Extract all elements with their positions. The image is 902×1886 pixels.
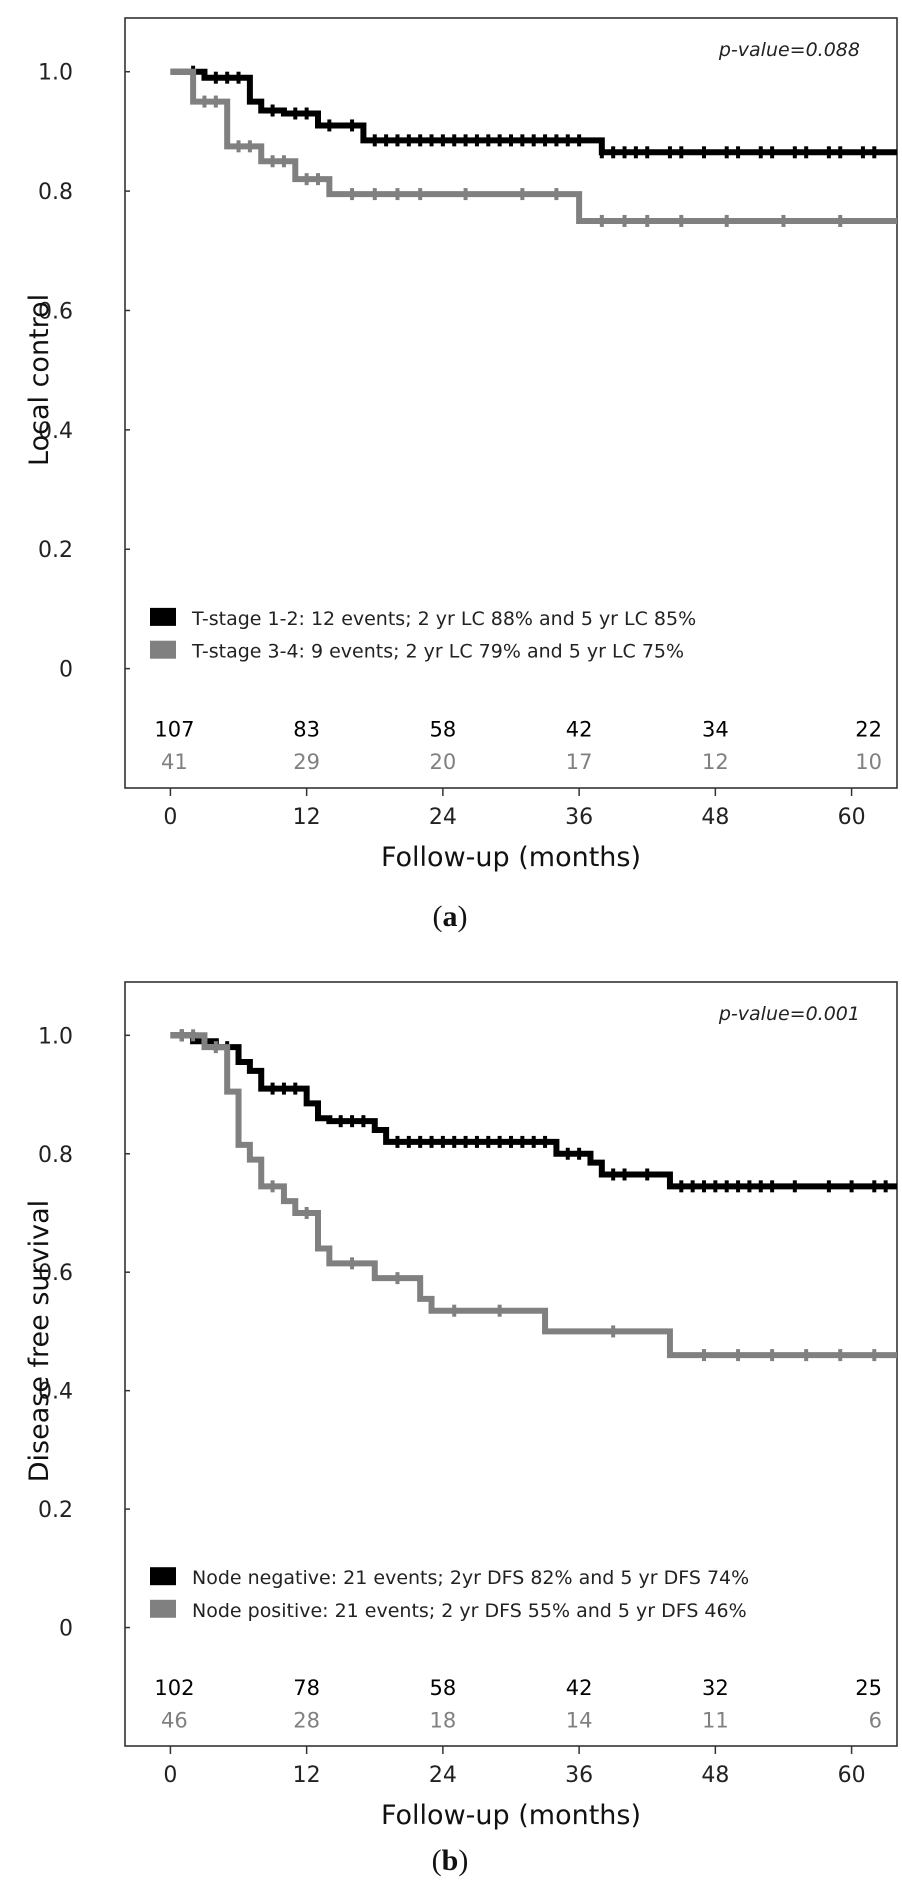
x-tick-label: 36 xyxy=(565,1763,593,1788)
legend-label: Node negative: 21 events; 2yr DFS 82% an… xyxy=(192,1567,749,1589)
risk-count: 107 xyxy=(154,717,194,741)
y-tick-label: 0.8 xyxy=(38,180,73,205)
panel-letter: a xyxy=(443,900,458,933)
risk-count: 17 xyxy=(566,750,593,774)
chart-panel-b: 0 12 24 36 48 60 1.0 0.8 0.6 0.4 0.2 0 Follow-up (mo… xyxy=(24,981,898,1877)
x-tick-label: 24 xyxy=(429,805,457,830)
chart-panel-a: 0 12 24 36 48 60 1.0 0.8 0.6 0.4 0.2 0 Follow-up (mo… xyxy=(24,17,898,933)
risk-count: 102 xyxy=(154,1676,194,1700)
legend-label: T-stage 3-4: 9 events; 2 yr LC 79% and 5… xyxy=(191,641,684,663)
risk-count: 22 xyxy=(855,717,882,741)
y-tick-label: 0 xyxy=(59,1617,73,1642)
x-tick-label: 48 xyxy=(701,805,729,830)
legend-swatch xyxy=(150,1567,176,1586)
series-2 xyxy=(170,1029,897,1362)
risk-count: 18 xyxy=(430,1708,457,1732)
risk-count: 29 xyxy=(293,750,320,774)
x-tick-label: 60 xyxy=(838,1763,866,1788)
legend-label: Node positive: 21 events; 2 yr DFS 55% a… xyxy=(192,1600,747,1622)
x-tick-label: 12 xyxy=(293,1763,321,1788)
risk-count: 14 xyxy=(566,1708,593,1732)
y-tick-label: 0.6 xyxy=(38,1261,73,1286)
risk-count: 28 xyxy=(293,1708,320,1732)
plot-frame xyxy=(124,981,898,1747)
risk-count: 58 xyxy=(430,1676,457,1700)
series-1 xyxy=(170,65,897,159)
survival-curve xyxy=(170,1032,897,1190)
risk-count: 11 xyxy=(702,1708,729,1732)
y-tick-label: 0 xyxy=(59,658,73,683)
risk-count: 46 xyxy=(161,1708,188,1732)
series-2 xyxy=(170,68,897,227)
y-tick-label: 0.8 xyxy=(38,1143,73,1168)
legend-swatch xyxy=(150,1599,176,1618)
legend-swatch xyxy=(150,640,176,659)
risk-count: 42 xyxy=(566,717,593,741)
legend-label: T-stage 1-2: 12 events; 2 yr LC 88% and … xyxy=(191,608,696,630)
panel-label: (a) xyxy=(433,900,468,933)
plot-frame xyxy=(124,17,898,789)
series-1 xyxy=(170,1029,897,1193)
p-value-label: p-value=0.088 xyxy=(718,39,860,61)
p-value-label: p-value=0.001 xyxy=(718,1003,860,1025)
x-tick-label: 12 xyxy=(293,805,321,830)
x-tick-label: 0 xyxy=(163,1763,177,1788)
x-tick-label: 60 xyxy=(838,805,866,830)
risk-count: 25 xyxy=(855,1676,882,1700)
risk-count: 10 xyxy=(855,750,882,774)
y-tick-label: 1.0 xyxy=(38,61,73,86)
y-tick-label: 0.6 xyxy=(38,299,73,324)
y-tick-label: 0.4 xyxy=(38,1380,73,1405)
y-tick-label: 0.2 xyxy=(38,1498,73,1523)
risk-count: 20 xyxy=(430,750,457,774)
survival-curve xyxy=(170,68,897,224)
risk-count: 83 xyxy=(293,717,320,741)
risk-count: 42 xyxy=(566,1676,593,1700)
panel-label: (b) xyxy=(432,1844,469,1877)
y-tick-label: 0.2 xyxy=(38,538,73,563)
risk-count: 32 xyxy=(702,1676,729,1700)
x-tick-label: 0 xyxy=(163,805,177,830)
risk-count: 6 xyxy=(869,1708,882,1732)
y-axis-title: Disease free survival xyxy=(24,1200,55,1482)
panel-letter: b xyxy=(442,1844,459,1877)
legend-swatch xyxy=(150,607,176,626)
y-tick-label: 0.4 xyxy=(38,419,73,444)
risk-count: 12 xyxy=(702,750,729,774)
survival-curve xyxy=(170,1032,897,1359)
risk-count: 41 xyxy=(161,750,188,774)
risk-count: 78 xyxy=(293,1676,320,1700)
x-axis-title: Follow-up (months) xyxy=(381,842,641,873)
risk-count: 34 xyxy=(702,717,729,741)
y-axis-title: Local control xyxy=(24,294,55,466)
y-tick-label: 1.0 xyxy=(38,1024,73,1049)
x-tick-label: 24 xyxy=(429,1763,457,1788)
risk-count: 58 xyxy=(430,717,457,741)
x-axis-title: Follow-up (months) xyxy=(381,1800,641,1831)
x-tick-label: 36 xyxy=(565,805,593,830)
x-tick-label: 48 xyxy=(701,1763,729,1788)
